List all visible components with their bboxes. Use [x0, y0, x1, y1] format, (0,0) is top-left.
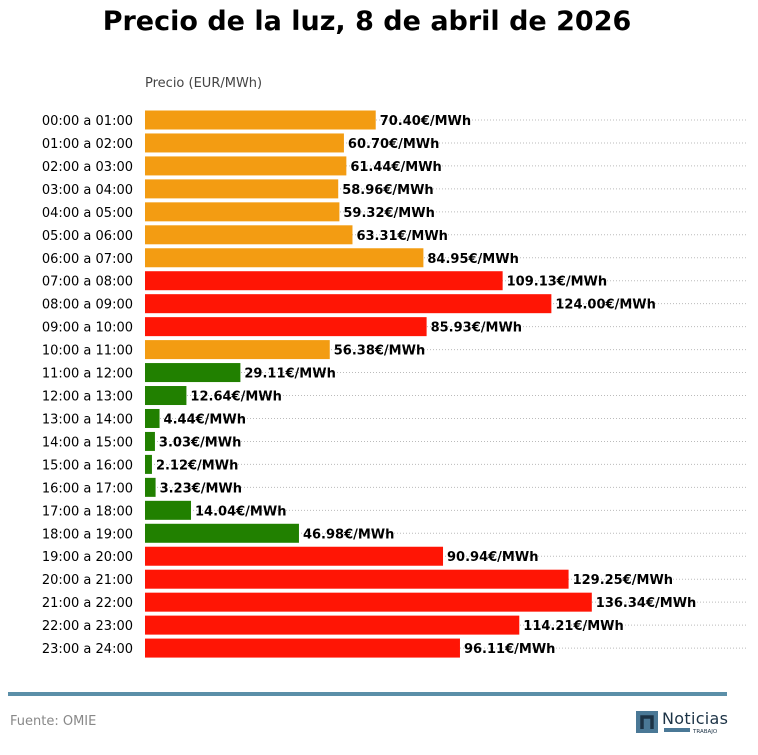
data-label: 3.03€/MWh	[159, 435, 241, 450]
category-label: 10:00 a 11:00	[42, 344, 133, 359]
bar	[145, 271, 503, 291]
data-label: 14.04€/MWh	[195, 504, 286, 519]
bar	[145, 386, 187, 406]
category-label: 09:00 a 10:00	[42, 321, 133, 336]
category-label: 02:00 a 03:00	[42, 160, 133, 175]
category-label: 16:00 a 17:00	[42, 481, 133, 496]
bar	[145, 294, 552, 314]
data-label: 3.23€/MWh	[160, 481, 242, 496]
category-label: 19:00 a 20:00	[42, 550, 133, 565]
data-label: 29.11€/MWh	[244, 367, 335, 382]
category-label: 14:00 a 15:00	[42, 435, 133, 450]
category-label: 17:00 a 18:00	[42, 504, 133, 519]
bar	[145, 638, 460, 658]
category-label: 04:00 a 05:00	[42, 206, 133, 221]
bar	[145, 110, 376, 130]
bar	[145, 523, 299, 543]
category-label: 23:00 a 24:00	[42, 642, 133, 657]
bar	[145, 179, 339, 199]
bar	[145, 340, 330, 360]
category-label: 08:00 a 09:00	[42, 298, 133, 313]
data-label: 114.21€/MWh	[523, 619, 624, 634]
bar	[145, 431, 155, 451]
chart-title: Precio de la luz, 8 de abril de 2026	[102, 6, 632, 37]
data-label: 59.32€/MWh	[343, 206, 434, 221]
bar	[145, 546, 444, 566]
source-label: Fuente: OMIE	[10, 714, 97, 729]
data-label: 60.70€/MWh	[348, 137, 439, 152]
category-label: 06:00 a 07:00	[42, 252, 133, 267]
data-label: 4.44€/MWh	[164, 412, 246, 427]
bar	[145, 615, 520, 635]
bar	[145, 248, 424, 268]
data-label: 61.44€/MWh	[350, 160, 441, 175]
svg-text:TRABAJO: TRABAJO	[692, 729, 718, 735]
category-label: 13:00 a 14:00	[42, 412, 133, 427]
category-label: 18:00 a 19:00	[42, 527, 133, 542]
bar	[145, 363, 241, 383]
bar	[145, 408, 160, 428]
x-axis-label: Precio (EUR/MWh)	[145, 76, 262, 91]
data-label: 85.93€/MWh	[431, 321, 522, 336]
data-label: 129.25€/MWh	[573, 573, 674, 588]
category-label: 21:00 a 22:00	[42, 596, 133, 611]
svg-text:Noticias: Noticias	[662, 709, 728, 728]
bar-chart: Precio (EUR/MWh) 00:00 a 01:00 70.40€/MWh 0…	[42, 76, 748, 658]
category-label: 01:00 a 02:00	[42, 137, 133, 152]
bar	[145, 592, 592, 612]
bar	[145, 202, 340, 222]
category-label: 15:00 a 16:00	[42, 458, 133, 473]
bar	[145, 156, 347, 176]
data-label: 2.12€/MWh	[156, 458, 238, 473]
category-label: 20:00 a 21:00	[42, 573, 133, 588]
bar	[145, 569, 569, 589]
data-label: 96.11€/MWh	[464, 642, 555, 657]
data-label: 70.40€/MWh	[380, 114, 471, 129]
data-label: 56.38€/MWh	[334, 344, 425, 359]
data-label: 12.64€/MWh	[190, 390, 281, 405]
bar	[145, 225, 353, 245]
data-label: 58.96€/MWh	[342, 183, 433, 198]
category-label: 03:00 a 04:00	[42, 183, 133, 198]
data-label: 84.95€/MWh	[427, 252, 518, 267]
data-label: 90.94€/MWh	[447, 550, 538, 565]
data-label: 63.31€/MWh	[356, 229, 447, 244]
bar	[145, 133, 344, 153]
data-label: 136.34€/MWh	[596, 596, 697, 611]
footer-divider	[8, 692, 727, 696]
bar	[145, 500, 192, 520]
data-label: 109.13€/MWh	[507, 275, 608, 290]
category-label: 05:00 a 06:00	[42, 229, 133, 244]
data-label: 46.98€/MWh	[303, 527, 394, 542]
bar	[145, 454, 152, 474]
bar	[145, 477, 156, 497]
category-label: 00:00 a 01:00	[42, 114, 133, 129]
bar	[145, 317, 427, 337]
category-label: 11:00 a 12:00	[42, 367, 133, 382]
data-label: 124.00€/MWh	[555, 298, 656, 313]
category-label: 22:00 a 23:00	[42, 619, 133, 634]
category-label: 12:00 a 13:00	[42, 390, 133, 405]
category-label: 07:00 a 08:00	[42, 275, 133, 290]
noticias-trabajo-logo: Noticias TRABAJO	[636, 709, 728, 735]
